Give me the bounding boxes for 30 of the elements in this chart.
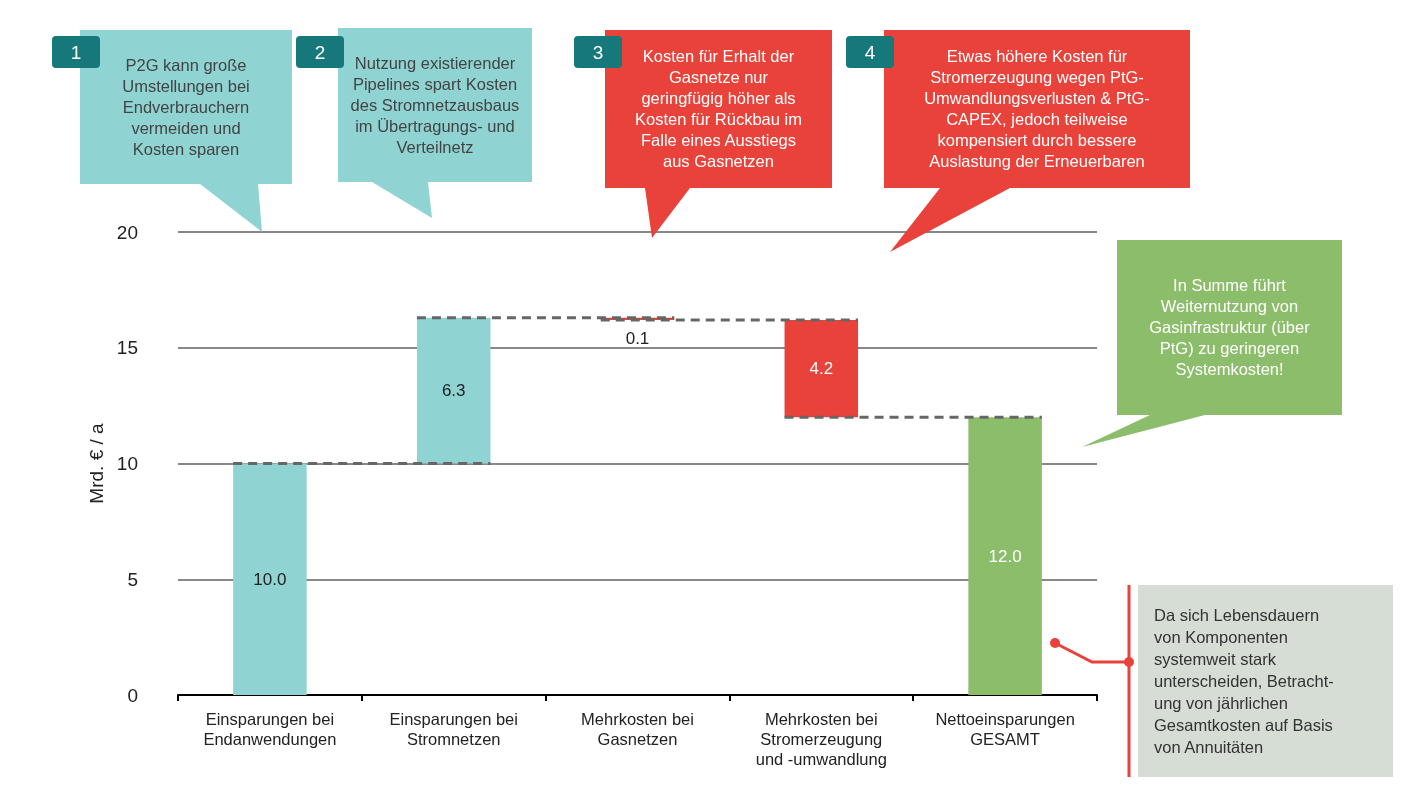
bar — [416, 317, 491, 464]
y-tick-label: 10 — [116, 453, 138, 474]
text: 2 — [296, 36, 344, 68]
text: 4 — [846, 36, 894, 68]
bar — [233, 463, 307, 695]
x-tick-label: Mehrkosten bei Gasnetzen — [581, 710, 694, 748]
text: Etwas höhere Kosten für Stromerzeugung wegen PtG- Umwandlungsverlusten & PtG- CAPEX, jedoch teilweise kompensiert durch bessere Auslastung der Erneuerbaren — [884, 30, 1190, 188]
text: P2G kann große Umstellungen bei Endverbrauchern vermeiden und Kosten sparen — [80, 30, 292, 184]
y-axis-title: Mrd. € / a — [85, 422, 107, 504]
bar — [784, 319, 859, 418]
y-tick-label: 20 — [116, 221, 138, 243]
text: 1 — [52, 36, 100, 68]
data-label: 6.3 — [441, 381, 466, 401]
text: Da sich Lebensdauern von Komponenten systemweit stark unterscheiden, Betracht- ung von jährlichen Gesamtkosten auf Basis von Annuitäten — [1138, 585, 1393, 777]
data-label: 0.1 — [625, 328, 650, 348]
x-tick-label: Nettoeinsparungen GESAMT — [935, 710, 1075, 748]
x-tick-label: Mehrkosten bei Stromerzeugung und -umwandlung — [755, 710, 887, 768]
text: Nutzung existierender Pipelines spart Kosten des Stromnetzausbaus im Übertragungs- und Verteilnetz — [338, 28, 532, 182]
data-label: 12.0 — [988, 546, 1022, 566]
y-tick-label: 15 — [116, 337, 138, 359]
text: Kosten für Erhalt der Gasnetze nur geringfügig höher als Kosten für Rückbau im Falle eines Ausstiegs aus Gasnetzen — [605, 30, 832, 188]
data-label: 4.2 — [809, 359, 834, 379]
y-tick-label: 5 — [127, 568, 138, 590]
text: In Summe führt Weiternutzung von Gasinfrastruktur (über PtG) zu geringeren Systemkosten! — [1117, 240, 1342, 415]
text: 3 — [574, 36, 622, 68]
x-tick-label: Einsparungen bei Endanwendungen — [203, 710, 337, 748]
x-tick-label: Einsparungen bei Stromnetzen — [389, 710, 518, 748]
bar — [968, 417, 1042, 695]
data-label: 10.0 — [253, 569, 287, 589]
y-tick-label: 0 — [127, 684, 138, 706]
